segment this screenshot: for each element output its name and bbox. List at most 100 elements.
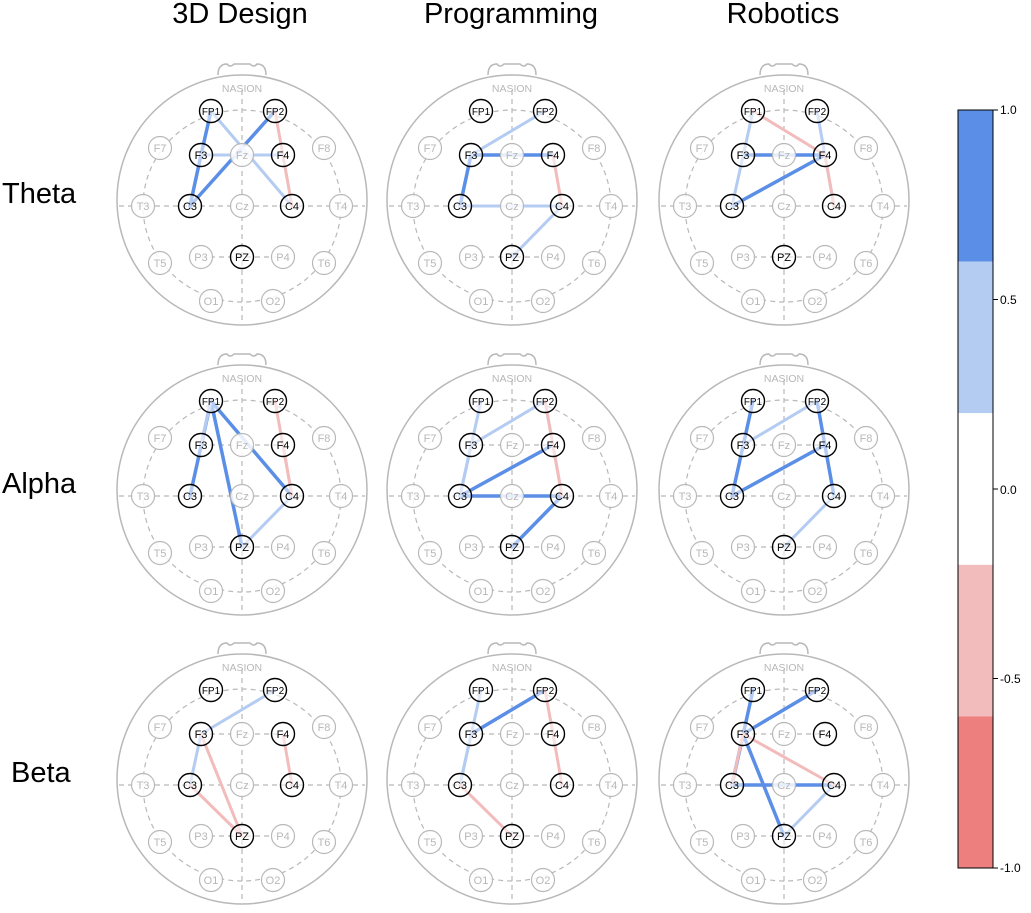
connection-c3-f4 — [730, 443, 827, 498]
electrode-label-t6: T6 — [318, 548, 331, 560]
electrode-fp2 — [532, 98, 558, 124]
electrode-p4 — [812, 244, 838, 270]
electrode-p3 — [188, 244, 214, 270]
electrode-f3 — [458, 142, 484, 168]
electrode-label-t4: T4 — [335, 780, 348, 792]
electrode-f3 — [188, 432, 214, 458]
row-title-alpha: Alpha — [2, 468, 77, 500]
electrode-label-c3: C3 — [725, 201, 739, 213]
electrode-label-f4: F4 — [277, 729, 290, 741]
electrode-label-p4: P4 — [818, 831, 831, 843]
electrode-c3 — [447, 193, 473, 219]
electrode-fp2 — [804, 677, 830, 703]
electrode-f4 — [812, 142, 838, 168]
electrode-label-o1: O1 — [204, 586, 219, 598]
electrode-c4 — [549, 483, 575, 509]
electrode-t3 — [400, 193, 426, 219]
electrode-t4 — [598, 483, 624, 509]
electrode-c4 — [279, 483, 305, 509]
nasion-label: NASION — [222, 83, 262, 95]
electrode-label-t4: T4 — [605, 201, 618, 213]
electrode-label-fp1: FP1 — [202, 686, 221, 697]
electrode-label-c3: C3 — [183, 491, 197, 503]
electrode-label-o1: O1 — [204, 296, 219, 308]
electrode-label-c3: C3 — [725, 780, 739, 792]
electrode-t3 — [672, 483, 698, 509]
electrode-label-fp1: FP1 — [744, 107, 763, 118]
electrode-o1 — [468, 867, 494, 893]
electrode-label-cz: Cz — [235, 780, 248, 792]
electrode-t4 — [598, 772, 624, 798]
column-title-3d-design: 3D Design — [172, 0, 308, 30]
nose-outline — [217, 642, 267, 655]
electrode-label-f4: F4 — [547, 440, 560, 452]
head-map-alpha-0: NASION FP1 FP2 F7 F3 Fz F4 F8 T3 C3 Cz C4 T4 T5 P3 PZ P4… — [116, 353, 368, 616]
electrode-t5 — [417, 540, 443, 566]
electrode-o2 — [802, 288, 828, 314]
colorbar-tick-0: 0.0 — [1000, 483, 1017, 497]
electrode-label-t6: T6 — [318, 837, 331, 849]
electrode-label-fz: Fz — [506, 150, 518, 162]
electrode-f3 — [458, 721, 484, 747]
electrode-pz — [771, 244, 797, 270]
column-title-robotics: Robotics — [726, 0, 840, 30]
electrode-label-f7: F7 — [424, 143, 437, 155]
electrode-fz — [499, 721, 525, 747]
electrode-label-fz: Fz — [778, 729, 790, 741]
electrode-c4 — [549, 193, 575, 219]
electrode-fz — [499, 142, 525, 168]
electrode-t4 — [870, 483, 896, 509]
electrode-t5 — [417, 829, 443, 855]
head-map-beta-1: NASION FP1 FP2 F7 F3 Fz F4 F8 T3 C3 Cz C4 T4 T5 P3 PZ P4… — [386, 642, 638, 905]
electrode-label-cz: Cz — [235, 201, 248, 213]
electrode-fp2 — [804, 98, 830, 124]
electrode-fp1 — [740, 98, 766, 124]
electrode-c3 — [177, 193, 203, 219]
electrode-label-c4: C4 — [555, 780, 569, 792]
electrode-f4 — [540, 432, 566, 458]
nasion-label: NASION — [222, 662, 262, 674]
electrode-label-o2: O2 — [266, 296, 281, 308]
electrode-label-fz: Fz — [506, 440, 518, 452]
electrode-fp1 — [740, 677, 766, 703]
electrode-f4 — [540, 721, 566, 747]
electrode-label-p3: P3 — [736, 831, 749, 843]
electrode-o1 — [740, 578, 766, 604]
connection-f3-fp2 — [741, 399, 819, 447]
electrode-fz — [771, 721, 797, 747]
electrode-label-f8: F8 — [318, 722, 331, 734]
electrode-fz — [499, 432, 525, 458]
electrode-pz — [499, 244, 525, 270]
nose-outline — [759, 63, 809, 76]
electrode-label-t4: T4 — [335, 491, 348, 503]
electrode-label-fz: Fz — [778, 440, 790, 452]
electrode-label-f4: F4 — [819, 729, 832, 741]
column-title-programming: Programming — [423, 0, 599, 30]
electrode-t5 — [147, 250, 173, 276]
electrode-label-f4: F4 — [547, 729, 560, 741]
electrode-label-f7: F7 — [424, 722, 437, 734]
nasion-label: NASION — [222, 373, 262, 385]
electrode-label-o2: O2 — [536, 586, 551, 598]
nasion-label: NASION — [492, 83, 532, 95]
electrode-label-f3: F3 — [737, 729, 750, 741]
electrode-cz — [771, 772, 797, 798]
electrode-label-fz: Fz — [506, 729, 518, 741]
electrode-t4 — [328, 772, 354, 798]
head-outline — [116, 653, 368, 905]
electrode-f7 — [417, 714, 443, 740]
electrode-f4 — [270, 142, 296, 168]
electrode-p3 — [730, 534, 756, 560]
electrode-c4 — [279, 193, 305, 219]
electrode-t3 — [130, 193, 156, 219]
electrode-f7 — [147, 135, 173, 161]
electrode-f8 — [311, 714, 337, 740]
electrode-o2 — [530, 288, 556, 314]
electrode-label-f3: F3 — [195, 729, 208, 741]
electrode-cz — [229, 772, 255, 798]
connection-c3-f4 — [730, 153, 827, 208]
electrode-label-o2: O2 — [536, 296, 551, 308]
electrode-label-c4: C4 — [827, 491, 841, 503]
electrode-label-f7: F7 — [696, 722, 709, 734]
electrode-f4 — [812, 721, 838, 747]
